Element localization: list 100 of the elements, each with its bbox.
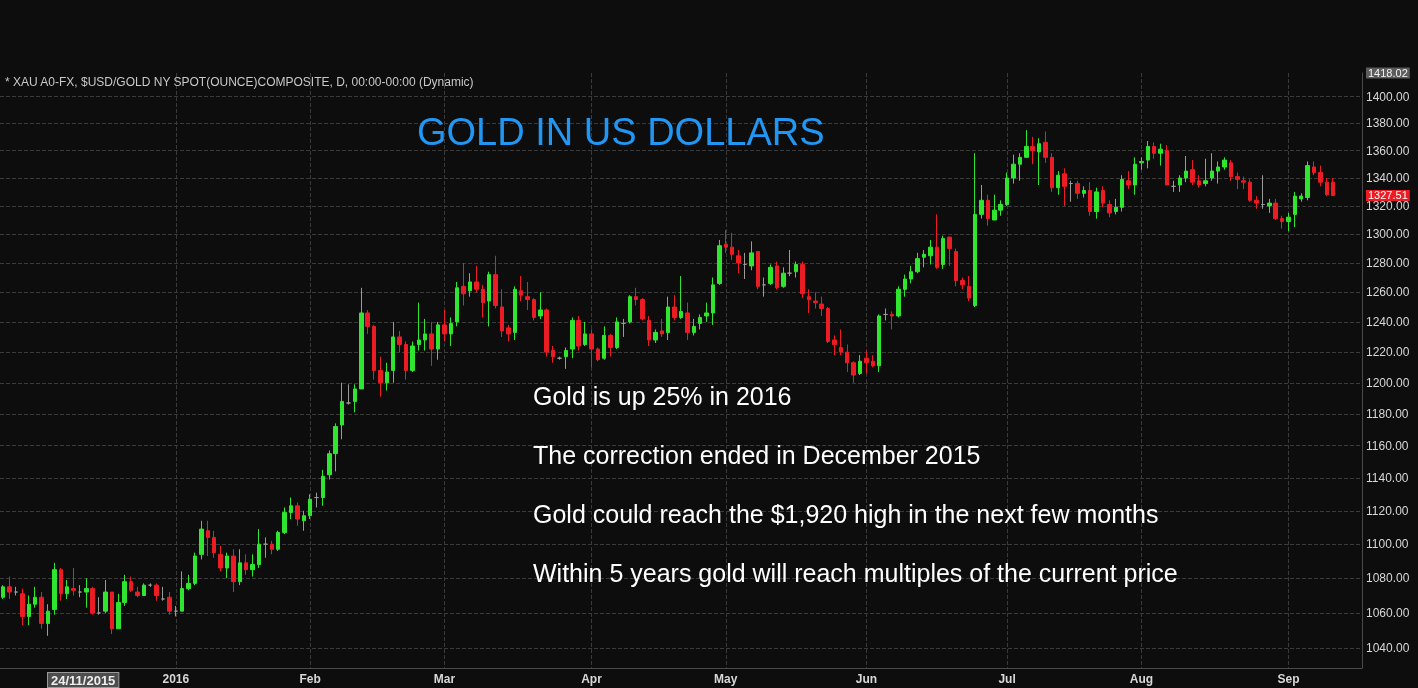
candlestick (794, 261, 798, 279)
candlestick (180, 570, 184, 612)
candlestick (276, 530, 280, 552)
candlestick (71, 567, 76, 596)
candlestick (621, 318, 626, 338)
candlestick (1024, 129, 1029, 158)
candlestick (1069, 180, 1073, 203)
candlestick (487, 271, 491, 327)
candlestick (1082, 185, 1086, 198)
candlestick (647, 315, 651, 347)
y-tick-label: 1260.00 (1366, 285, 1410, 300)
candlestick (1267, 198, 1272, 214)
candlestick (1126, 170, 1131, 190)
candlestick (385, 362, 389, 391)
candlestick (417, 302, 421, 352)
candlestick (787, 249, 792, 277)
candlestick (685, 302, 690, 341)
candlestick (52, 562, 57, 616)
x-tick-label: May (714, 672, 738, 686)
candlestick (7, 576, 12, 600)
candlestick (679, 275, 683, 320)
candlestick (628, 294, 632, 324)
candlestick (461, 262, 466, 307)
candlestick (340, 382, 344, 440)
candlestick (1286, 212, 1291, 232)
candlestick (468, 272, 472, 298)
candlestick (826, 306, 830, 344)
candlestick (442, 309, 447, 342)
candlestick (864, 350, 869, 374)
candlestick (1018, 152, 1022, 182)
candlestick (1241, 176, 1246, 190)
candlestick (1101, 185, 1105, 208)
candlestick (973, 152, 977, 308)
candlestick (1210, 152, 1214, 182)
candlestick (1050, 152, 1054, 193)
candlestick (928, 239, 933, 265)
candlestick (506, 324, 511, 342)
candlestick (640, 297, 645, 321)
candlestick (1094, 187, 1099, 220)
candlestick (519, 275, 523, 302)
candlestick (800, 261, 805, 299)
candlestick (455, 281, 459, 327)
y-tick-label: 1100.00 (1366, 537, 1409, 552)
candlestick (909, 265, 913, 284)
text: GOLD IN US DOLLARS (417, 111, 825, 153)
candlestick (877, 313, 881, 373)
candlestick (589, 328, 594, 368)
candlestick (20, 588, 25, 626)
candlestick (711, 277, 715, 326)
y-tick-label: 1160.00 (1366, 438, 1409, 453)
candlestick (960, 277, 965, 290)
candlestick (576, 315, 581, 352)
candlestick (65, 579, 69, 600)
annotation: The correction ended in December 2015 (533, 440, 981, 469)
x-tick-label: Jul (998, 672, 1016, 686)
candlestick (199, 520, 204, 560)
x-tick-label: Aug (1129, 672, 1154, 686)
candlestick (97, 596, 101, 616)
candlestick (1325, 177, 1329, 197)
candlestick (851, 360, 856, 384)
y-tick-label: 1080.00 (1366, 571, 1410, 586)
candlestick (365, 309, 370, 335)
candlestick (1062, 167, 1067, 207)
candlestick (1152, 141, 1156, 160)
candlestick (129, 576, 133, 593)
candlestick (1235, 171, 1240, 190)
candlestick (775, 261, 779, 290)
y-tick-label: 1380.00 (1366, 116, 1410, 131)
candlestick (883, 307, 888, 321)
y-tick-label: 1060.00 (1366, 605, 1410, 620)
candlestick (302, 510, 306, 532)
candlestick (1203, 158, 1208, 187)
candlestick (436, 321, 440, 361)
candlestick (1261, 174, 1265, 210)
candlestick (78, 584, 82, 598)
candlestick (397, 330, 402, 353)
candlestick (346, 383, 351, 406)
candlestick (1075, 180, 1080, 200)
candlestick (238, 548, 242, 586)
y-tick-label: 1340.00 (1366, 171, 1410, 185)
candlestick (27, 595, 31, 626)
candlestick (263, 536, 268, 559)
y-tick-label: 1360.00 (1366, 143, 1410, 158)
candlestick (743, 252, 747, 280)
candlestick (186, 574, 191, 591)
candlestick (1229, 159, 1233, 182)
candlestick (653, 328, 658, 344)
candlestick (378, 356, 383, 398)
candlestick (890, 310, 894, 330)
candlestick (474, 265, 479, 293)
candlestick (429, 321, 434, 367)
candlestick (244, 553, 248, 576)
x-tick-label: Apr (581, 672, 603, 686)
candlestick (410, 340, 415, 373)
y-tick-label: 1300.00 (1366, 227, 1410, 242)
candlestick (813, 291, 818, 309)
candlestick (314, 492, 319, 508)
candlestick (449, 316, 453, 347)
candlestick (903, 274, 907, 298)
candlestick (532, 297, 536, 321)
